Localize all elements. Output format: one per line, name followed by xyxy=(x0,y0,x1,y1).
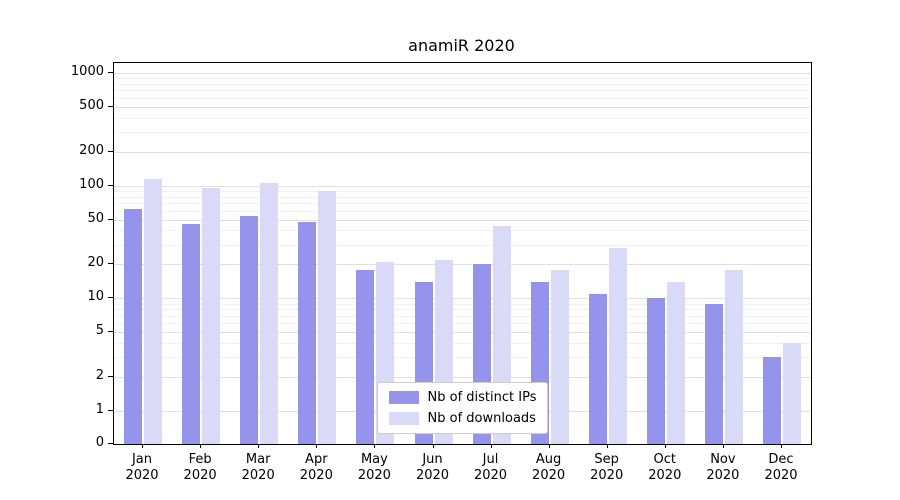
x-tick-label: Mar 2020 xyxy=(241,452,275,483)
legend-item-downloads: Nb of downloads xyxy=(388,411,537,426)
minor-gridline xyxy=(114,315,811,317)
legend-label-downloads: Nb of downloads xyxy=(427,411,536,426)
minor-gridline xyxy=(114,309,811,311)
bar-downloads xyxy=(202,188,221,444)
legend-swatch-distinct-ips xyxy=(388,391,419,404)
minor-gridline xyxy=(114,97,811,99)
bar-downloads xyxy=(783,343,801,444)
y-tick-label: 1 xyxy=(95,402,104,417)
y-tick-label: 50 xyxy=(87,210,104,226)
x-tick-label: May 2020 xyxy=(357,452,391,483)
minor-gridline xyxy=(114,117,811,119)
minor-gridline xyxy=(114,131,811,133)
bar-downloads xyxy=(550,269,569,444)
minor-gridline xyxy=(114,230,811,232)
major-gridline xyxy=(114,106,811,108)
y-tick-label: 1000 xyxy=(70,63,104,79)
x-tick-label: Jan 2020 xyxy=(125,452,159,483)
bar-downloads xyxy=(608,247,627,444)
minor-gridline xyxy=(114,323,811,325)
minor-gridline xyxy=(114,83,811,85)
bar-distinct-ips xyxy=(298,221,317,444)
bar-distinct-ips xyxy=(182,223,201,444)
x-tick-label: Aug 2020 xyxy=(532,452,566,483)
major-gridline xyxy=(114,264,811,266)
major-gridline xyxy=(114,298,811,300)
minor-gridline xyxy=(114,78,811,80)
major-gridline xyxy=(114,377,811,379)
x-tick-label: Sep 2020 xyxy=(590,452,624,483)
minor-gridline xyxy=(114,90,811,92)
bar-distinct-ips xyxy=(588,293,607,444)
legend: Nb of distinct IPs Nb of downloads xyxy=(376,382,549,434)
bars xyxy=(114,63,811,444)
x-tick-label: Dec 2020 xyxy=(764,452,798,483)
chart-title: anamiR 2020 xyxy=(408,36,515,55)
major-gridline xyxy=(114,219,811,221)
bar-downloads xyxy=(144,178,162,444)
y-tick-label: 2 xyxy=(95,368,104,384)
minor-gridline xyxy=(114,210,811,212)
minor-gridline xyxy=(114,357,811,359)
minor-gridline xyxy=(114,196,811,198)
minor-gridline xyxy=(114,190,811,192)
legend-swatch-downloads xyxy=(388,412,419,425)
y-tick-label: 5 xyxy=(95,323,104,339)
bar-downloads xyxy=(260,183,279,444)
x-tick-label: Jul 2020 xyxy=(473,452,508,483)
major-gridline xyxy=(114,332,811,334)
bar-distinct-ips xyxy=(763,357,781,444)
bar-downloads xyxy=(724,269,743,444)
y-tick-label: 500 xyxy=(79,97,104,113)
y-tick-label: 20 xyxy=(87,255,104,271)
minor-gridline xyxy=(114,343,811,345)
bar-distinct-ips xyxy=(124,209,142,444)
y-tick-label: 0 xyxy=(95,435,104,450)
x-tick-label: Nov 2020 xyxy=(706,452,740,483)
x-tick-label: Oct 2020 xyxy=(648,452,682,483)
x-tick-label: Feb 2020 xyxy=(183,452,217,483)
bar-downloads xyxy=(318,190,337,444)
bar-distinct-ips xyxy=(704,303,723,444)
y-tick-label: 200 xyxy=(79,142,104,158)
major-gridline xyxy=(114,72,811,74)
x-tick-label: Apr 2020 xyxy=(299,452,333,483)
minor-gridline xyxy=(114,244,811,246)
major-gridline xyxy=(114,151,811,153)
bar-distinct-ips xyxy=(646,298,665,444)
minor-gridline xyxy=(114,203,811,205)
plot-area: Nb of distinct IPs Nb of downloads xyxy=(113,62,812,445)
x-tick-label: Jun 2020 xyxy=(415,452,450,483)
major-gridline xyxy=(114,185,811,187)
minor-gridline xyxy=(114,303,811,305)
bar-downloads xyxy=(666,281,685,444)
y-tick-label: 10 xyxy=(87,289,104,305)
bar-distinct-ips xyxy=(240,215,259,444)
y-tick-label: 100 xyxy=(79,176,104,192)
legend-item-distinct-ips: Nb of distinct IPs xyxy=(388,390,537,405)
legend-label-distinct-ips: Nb of distinct IPs xyxy=(427,390,537,405)
bar-distinct-ips xyxy=(356,269,375,444)
